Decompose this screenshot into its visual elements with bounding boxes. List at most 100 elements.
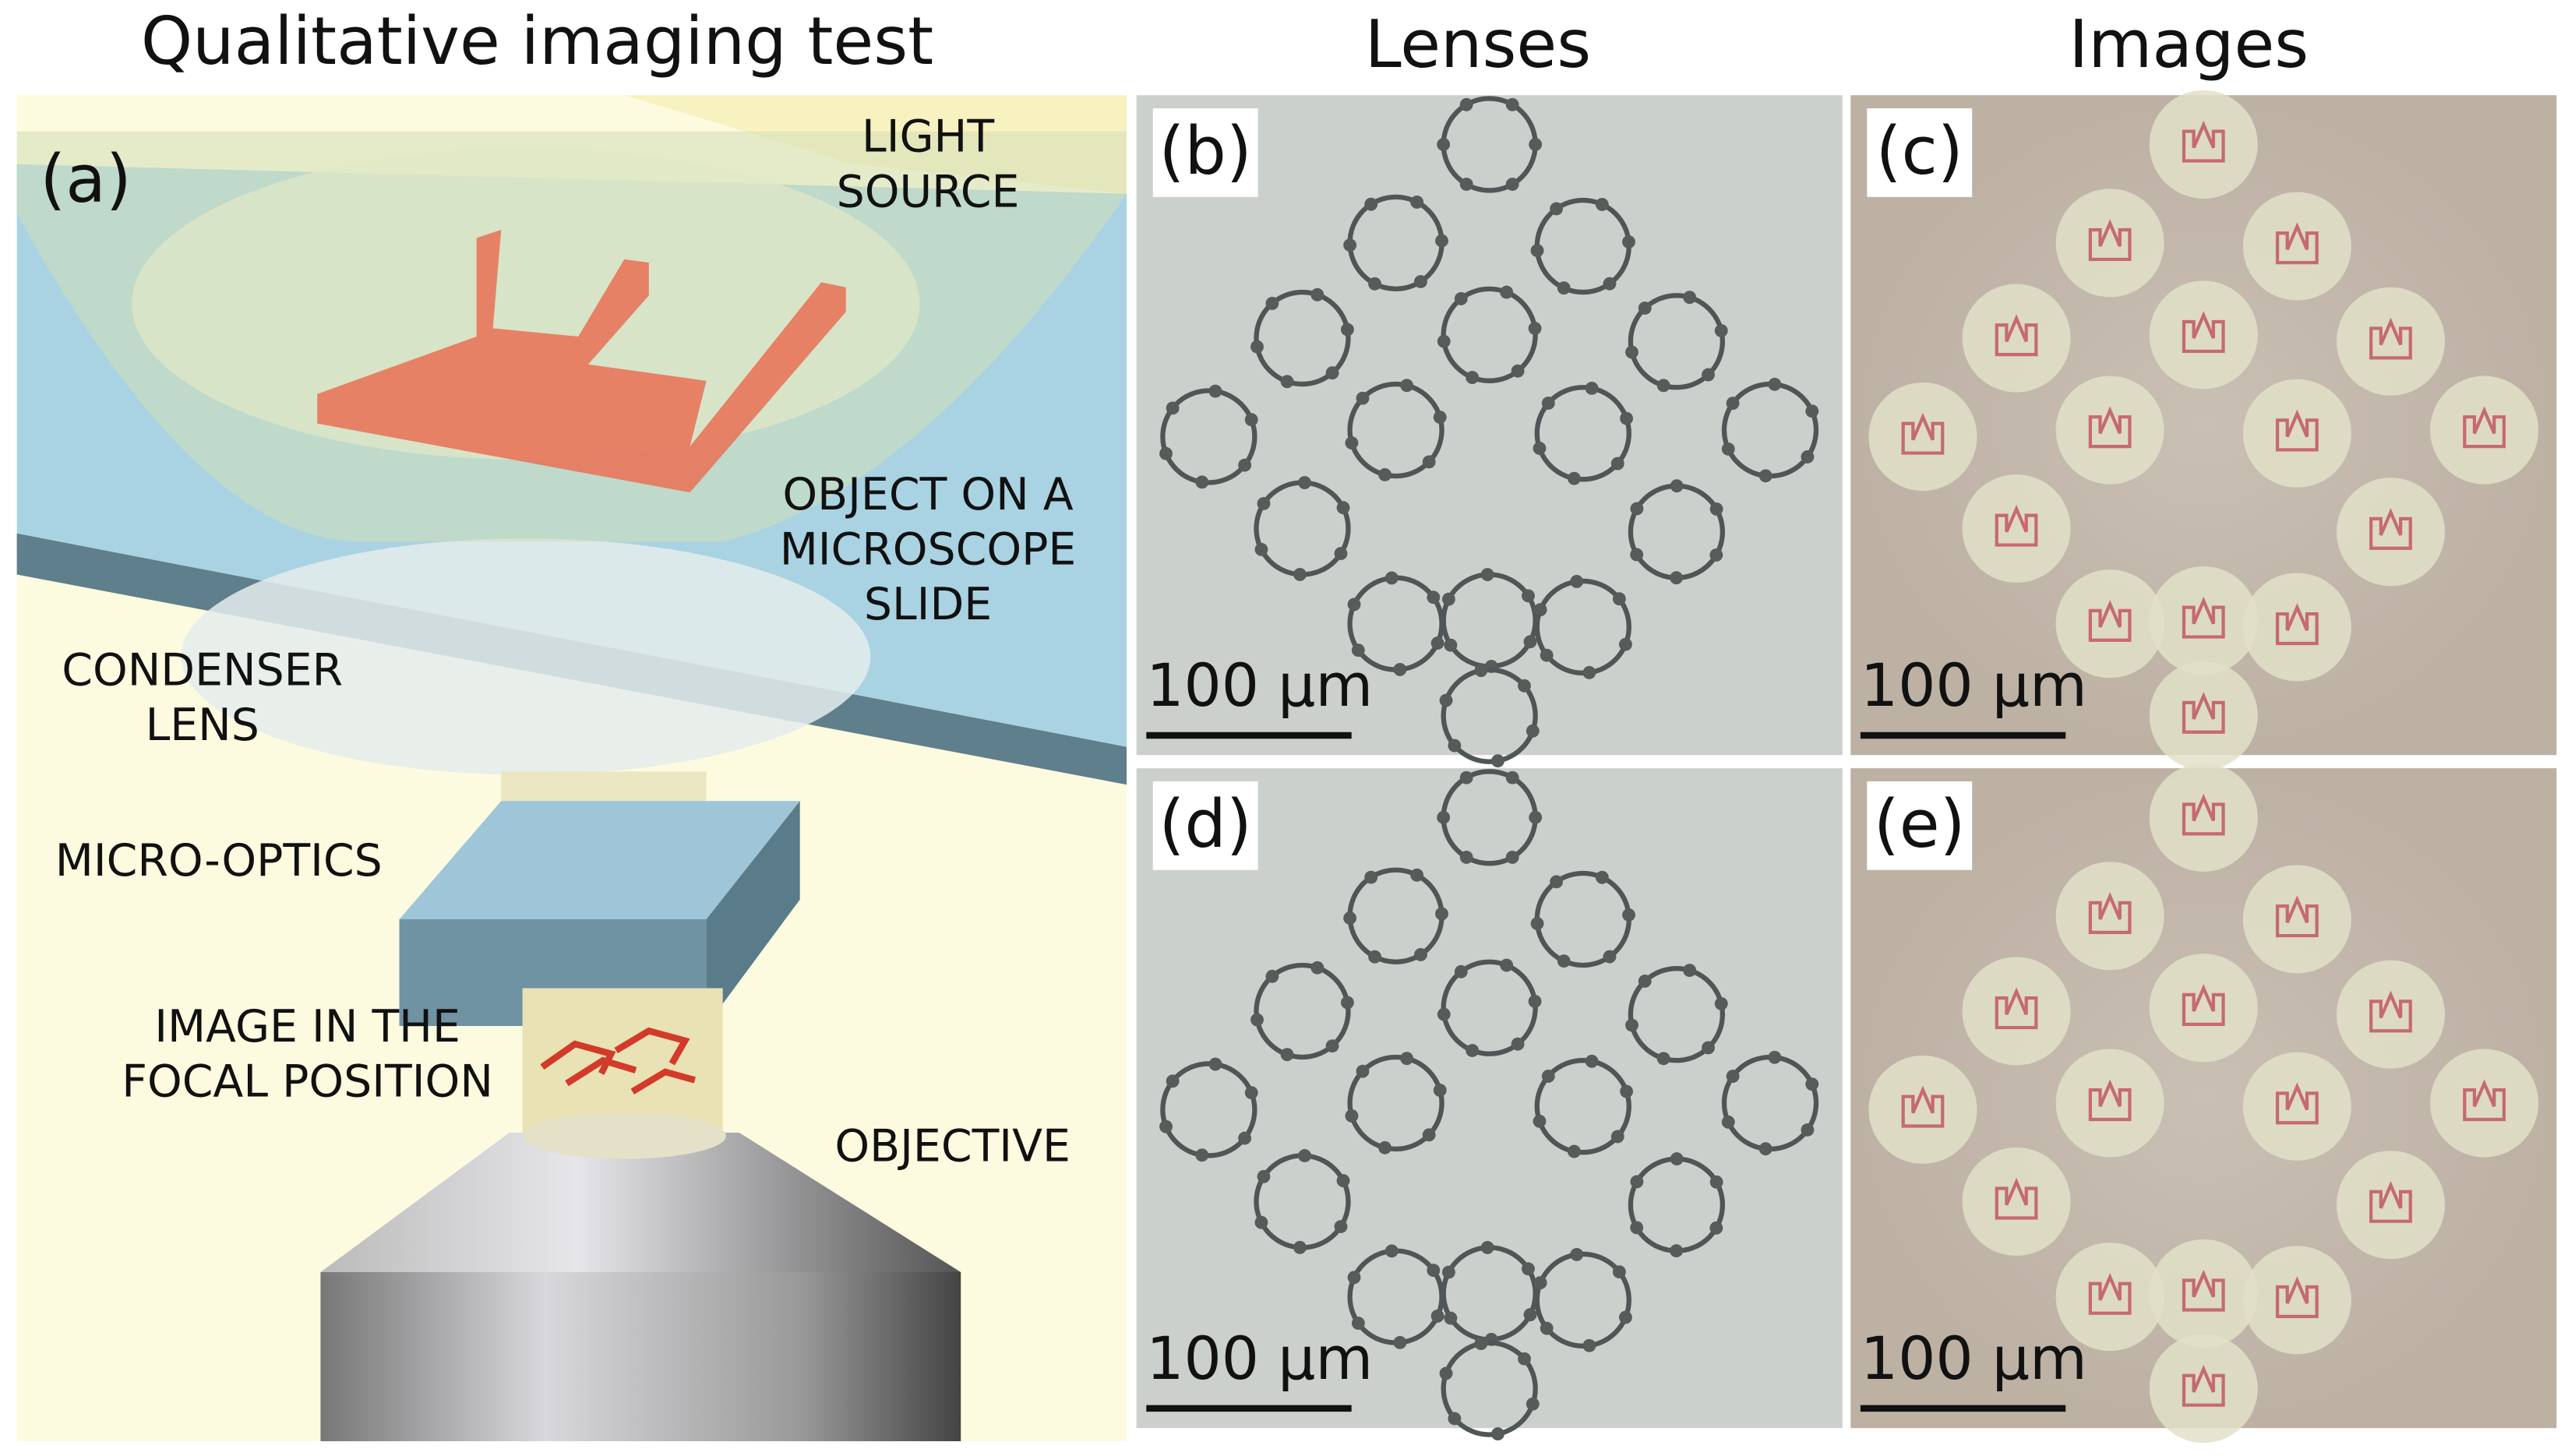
lens-post bbox=[1454, 292, 1468, 305]
lens-post bbox=[1702, 1041, 1715, 1055]
lens-post bbox=[1550, 875, 1564, 889]
scale-bar-label: 100 µm bbox=[1146, 651, 1373, 720]
lens-post bbox=[1630, 502, 1644, 516]
lens-post bbox=[1334, 1220, 1348, 1233]
lens-post bbox=[1768, 1050, 1782, 1064]
lens-post bbox=[1533, 1114, 1547, 1128]
lens-post bbox=[1430, 1309, 1444, 1323]
imaged-object bbox=[2275, 603, 2319, 646]
lens-post bbox=[1427, 591, 1441, 605]
lens-post bbox=[1345, 436, 1359, 449]
lens-post bbox=[1511, 364, 1525, 378]
annotation: MICROSCOPE bbox=[780, 524, 1077, 576]
lens-post bbox=[1393, 663, 1407, 676]
annotation: LENS bbox=[146, 700, 259, 751]
lens-post bbox=[1459, 851, 1473, 864]
label-box bbox=[1867, 781, 1973, 870]
scale-bar-label: 100 µm bbox=[1146, 1324, 1373, 1393]
lens-image bbox=[2430, 375, 2539, 485]
lens-post bbox=[1625, 1018, 1638, 1032]
lens-post bbox=[1448, 1412, 1462, 1426]
lens-post bbox=[1347, 1271, 1361, 1285]
lens-post bbox=[1310, 287, 1325, 301]
lens-post bbox=[1528, 322, 1542, 335]
panel-label: (b) bbox=[1159, 113, 1252, 189]
lens-post bbox=[1343, 238, 1357, 252]
lens-post bbox=[1570, 1247, 1584, 1261]
imaged-object bbox=[2088, 1272, 2132, 1315]
lens-image bbox=[2149, 954, 2258, 1063]
lens-image bbox=[1962, 957, 2071, 1066]
lens-post bbox=[1433, 1084, 1447, 1097]
lens-post bbox=[1505, 770, 1519, 784]
lens-post bbox=[1238, 458, 1252, 472]
lens-post bbox=[1166, 1074, 1180, 1088]
imaged-object bbox=[2182, 984, 2225, 1026]
label-box bbox=[1867, 108, 1973, 197]
lens-post bbox=[1529, 137, 1543, 151]
lens-post bbox=[1459, 178, 1473, 191]
lens-post bbox=[1208, 1057, 1222, 1071]
lens-post bbox=[1801, 1123, 1815, 1137]
lens-post bbox=[1393, 1335, 1407, 1349]
panel-label: (e) bbox=[1874, 786, 1966, 862]
lens-image bbox=[2149, 1334, 2258, 1444]
lens-post bbox=[1250, 1013, 1264, 1027]
lens-image bbox=[1868, 382, 1977, 492]
panel-label: (c) bbox=[1876, 113, 1963, 189]
lens-post bbox=[1368, 277, 1381, 291]
panel-label: (a) bbox=[40, 141, 131, 217]
lens-post bbox=[1582, 1338, 1596, 1352]
lens-post bbox=[1444, 1311, 1458, 1325]
annotation: MICRO-OPTICS bbox=[55, 835, 383, 887]
lens-image bbox=[2149, 280, 2258, 390]
lens-post bbox=[1758, 469, 1773, 483]
lens-post bbox=[1585, 381, 1599, 395]
lens-image bbox=[1962, 1147, 2071, 1256]
scale-bar-label: 100 µm bbox=[1861, 651, 2087, 720]
lens-post bbox=[1630, 548, 1644, 562]
scale-bar-label: 100 µm bbox=[1861, 1324, 2087, 1393]
title: Images bbox=[2069, 6, 2309, 83]
lens-post bbox=[1620, 411, 1634, 425]
imaged-object bbox=[1995, 1177, 2038, 1220]
lens-post bbox=[1244, 1086, 1258, 1100]
lens-image bbox=[2055, 189, 2164, 298]
lens-post bbox=[1448, 739, 1462, 753]
lens-post bbox=[1518, 679, 1531, 693]
lens-post bbox=[1439, 1366, 1453, 1380]
lens-post bbox=[1533, 1276, 1547, 1290]
lens-post bbox=[1280, 375, 1294, 389]
lens-post bbox=[1347, 598, 1361, 612]
imaged-object bbox=[2275, 409, 2319, 452]
lens-image bbox=[2055, 569, 2164, 679]
lens-post bbox=[1435, 234, 1448, 248]
lens-post bbox=[1466, 371, 1480, 385]
lens-post bbox=[1466, 1044, 1480, 1057]
lens-post bbox=[1585, 1054, 1599, 1068]
annotation: CONDENSER bbox=[62, 645, 343, 696]
lens-image bbox=[2242, 1052, 2351, 1161]
lens-post bbox=[1257, 1169, 1271, 1183]
lens-post bbox=[1526, 724, 1540, 738]
lens-post bbox=[1356, 1064, 1370, 1078]
microlens bbox=[1254, 289, 1351, 387]
lens-post bbox=[1557, 281, 1571, 295]
microlens bbox=[1534, 385, 1631, 482]
lens-post bbox=[1603, 277, 1617, 291]
lens-post bbox=[1257, 496, 1271, 510]
lens-post bbox=[1159, 446, 1173, 460]
lens-post bbox=[1298, 1149, 1311, 1162]
imaged-object bbox=[2369, 990, 2412, 1033]
lens-post bbox=[1709, 1175, 1723, 1189]
lens-post bbox=[1280, 1048, 1294, 1062]
lens-post bbox=[1523, 1308, 1537, 1322]
annotation: SOURCE bbox=[837, 166, 1020, 217]
lens-post bbox=[1768, 377, 1782, 391]
lens-post bbox=[1721, 442, 1735, 456]
lens-post bbox=[1530, 917, 1544, 930]
lens-post bbox=[1435, 907, 1448, 921]
annotation: LIGHT bbox=[862, 111, 994, 163]
imaged-object bbox=[1995, 987, 2038, 1030]
